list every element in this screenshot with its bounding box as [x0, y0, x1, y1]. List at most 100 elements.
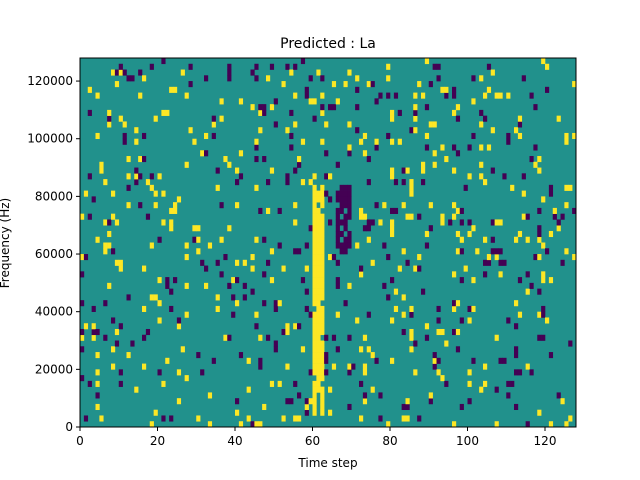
heatmap-cell [455, 248, 461, 255]
heatmap-cell [285, 127, 290, 134]
heatmap-cell [537, 167, 542, 174]
heatmap-cell [250, 254, 255, 261]
heatmap-cell [479, 161, 484, 168]
heatmap-cell [537, 225, 542, 232]
heatmap-cell [320, 138, 325, 145]
heatmap-cell [320, 184, 325, 191]
heatmap-cell [134, 386, 139, 393]
heatmap-cell [153, 115, 158, 122]
heatmap-cell [200, 369, 205, 376]
heatmap-cell [498, 357, 503, 364]
heatmap-cell [459, 277, 464, 284]
heatmap-cell [312, 334, 317, 341]
heatmap-cell [114, 81, 120, 88]
heatmap-cell [366, 179, 371, 186]
heatmap-cell [320, 259, 325, 266]
heatmap-cell [153, 190, 158, 197]
heatmap-cell [320, 398, 325, 405]
heatmap-cell [405, 398, 410, 405]
heatmap-cell [312, 317, 317, 324]
heatmap-cell [541, 196, 546, 203]
heatmap-cell [455, 207, 461, 214]
heatmap-cell [238, 173, 244, 180]
heatmap-cell [339, 184, 344, 191]
heatmap-cell [312, 403, 317, 411]
heatmap-cell [312, 398, 317, 405]
heatmap-cell [413, 92, 418, 99]
heatmap-cell [285, 63, 290, 70]
heatmap-cell [428, 202, 433, 209]
heatmap-cell [440, 86, 445, 93]
heatmap-cell [138, 202, 143, 209]
heatmap-cell [300, 346, 306, 353]
heatmap-cell [149, 421, 154, 428]
heatmap-cell [161, 190, 166, 197]
x-axis-label: Time step [297, 456, 357, 470]
heatmap-cell [114, 69, 120, 76]
heatmap-cell [95, 132, 100, 140]
heatmap-cell [138, 156, 143, 163]
heatmap-cell [374, 138, 379, 145]
heatmap-cell [320, 282, 325, 289]
heatmap-cell [390, 225, 395, 232]
heatmap-cell [153, 294, 158, 301]
heatmap-cell [320, 104, 325, 111]
heatmap-cell [281, 415, 286, 422]
heatmap-cell [165, 277, 170, 284]
heatmap-cell [479, 144, 484, 151]
heatmap-cell [324, 150, 329, 157]
heatmap-cell [87, 86, 92, 93]
heatmap-cell [390, 173, 395, 180]
heatmap-cell [262, 104, 267, 111]
heatmap-cell [235, 277, 240, 284]
heatmap-cell [386, 421, 391, 428]
heatmap-cell [304, 92, 309, 99]
heatmap-cell [331, 363, 337, 370]
heatmap-cell [483, 363, 488, 370]
heatmap-cell [517, 132, 523, 140]
heatmap-cell [548, 352, 554, 359]
heatmap-cell [258, 363, 263, 370]
heatmap-cell [525, 236, 530, 243]
heatmap-cell [393, 288, 399, 295]
heatmap-cell [316, 248, 321, 255]
heatmap-cell [320, 409, 325, 416]
heatmap-cell [312, 190, 317, 197]
heatmap-cell [328, 104, 333, 111]
heatmap-cell [343, 190, 348, 197]
heatmap-cell [390, 109, 395, 116]
heatmap-cell [169, 288, 174, 295]
heatmap-cell [494, 386, 499, 393]
heatmap-cell [316, 69, 321, 76]
heatmap-cell [343, 196, 348, 203]
heatmap-cell [231, 277, 236, 284]
heatmap-cell [107, 219, 112, 226]
heatmap-cell [312, 225, 317, 232]
heatmap-cell [537, 254, 542, 261]
heatmap-cell [184, 161, 189, 168]
heatmap-cell [134, 173, 139, 180]
heatmap-cell [366, 219, 371, 226]
heatmap-cell [103, 248, 108, 255]
heatmap-cell [486, 63, 492, 70]
heatmap-cell [452, 92, 457, 99]
heatmap-cell [455, 300, 461, 307]
heatmap-cell [312, 202, 317, 209]
heatmap-cell [343, 81, 348, 88]
heatmap-cell [490, 219, 495, 226]
heatmap-cell [335, 277, 340, 284]
x-tick-label: 20 [150, 434, 165, 448]
heatmap-cell [111, 69, 116, 76]
heatmap-cell [142, 305, 147, 312]
heatmap-cell [564, 132, 569, 140]
heatmap-cell [231, 294, 236, 301]
heatmap-cell [312, 173, 317, 180]
heatmap-cell [324, 121, 329, 128]
heatmap-cell [521, 173, 526, 180]
heatmap-cell [328, 219, 333, 226]
heatmap-cell [452, 202, 457, 209]
heatmap-cell [514, 323, 519, 330]
heatmap-cell [564, 202, 569, 209]
heatmap-cell [506, 317, 511, 324]
heatmap-cell [293, 323, 298, 330]
